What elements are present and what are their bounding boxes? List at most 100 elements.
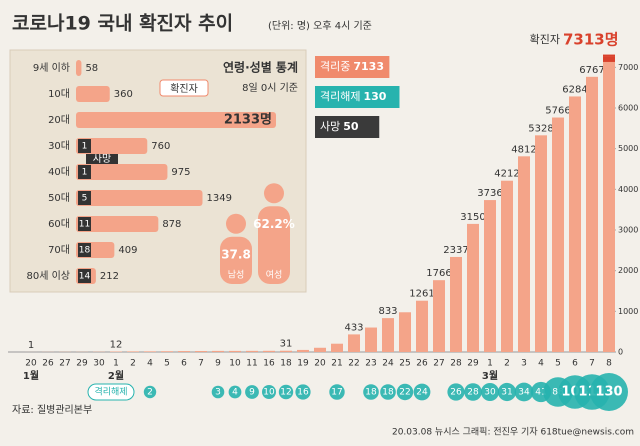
figure-body xyxy=(258,206,290,284)
age-bar xyxy=(76,164,168,180)
death-label: 5 xyxy=(82,194,88,204)
figure-head xyxy=(264,183,284,204)
bar xyxy=(331,343,343,352)
death-box xyxy=(78,269,91,283)
age-label: 9세 이하 xyxy=(33,61,70,74)
age-value: 760 xyxy=(151,141,170,152)
value-label: 1261 xyxy=(409,289,434,300)
released-pill xyxy=(87,383,135,401)
y-tick-label: 3000 xyxy=(618,226,638,235)
released-circle xyxy=(481,383,499,401)
x-tick-label: 28 xyxy=(450,359,462,369)
x-tick-label: 26 xyxy=(416,359,428,369)
y-tick-label: 7000 xyxy=(618,63,638,72)
death-label: 18 xyxy=(79,246,91,256)
value-label: 6284 xyxy=(562,84,587,95)
released-circle xyxy=(363,384,379,400)
age-bar xyxy=(76,216,159,232)
bar xyxy=(229,350,241,352)
annotation-label: 확진자 xyxy=(530,33,560,46)
callout-confirmed: 확진자 xyxy=(170,83,198,95)
released-label: 130 xyxy=(595,385,622,400)
released-label: 4 xyxy=(232,388,238,398)
x-tick-label: 7 xyxy=(198,359,204,369)
released-circle xyxy=(211,385,225,399)
x-tick-label: 9 xyxy=(215,359,221,369)
bar xyxy=(484,200,496,352)
value-label: 12 xyxy=(110,340,123,351)
figure-label: 여성 xyxy=(266,269,283,281)
x-tick-label: 1 xyxy=(113,359,119,369)
death-label: 1 xyxy=(82,168,88,178)
death-box xyxy=(78,139,91,153)
x-tick-label: 2 xyxy=(504,359,510,369)
released-circle xyxy=(228,385,242,399)
death-box xyxy=(78,217,91,231)
value-label: 1 xyxy=(28,340,34,351)
death-box xyxy=(78,165,91,179)
age-value: 878 xyxy=(162,219,181,230)
bar xyxy=(535,135,547,352)
y-tick-label: 2000 xyxy=(618,266,638,275)
released-label: 2 xyxy=(147,388,153,398)
figure-value: 37.8 xyxy=(221,247,251,261)
bar xyxy=(552,117,564,353)
annotation-value: 7313명 xyxy=(563,31,619,49)
x-tick-label: 19 xyxy=(297,359,309,369)
bar xyxy=(501,180,513,352)
bar xyxy=(450,256,462,352)
x-tick-label: 30 xyxy=(93,359,105,369)
released-circle xyxy=(514,382,534,402)
x-tick-label: 18 xyxy=(280,359,292,369)
x-tick-label: 4 xyxy=(147,359,153,369)
released-circle xyxy=(295,384,311,400)
bar xyxy=(399,312,411,352)
age-value: 2133명 xyxy=(224,112,272,128)
status-box xyxy=(315,56,390,78)
released-label: 41 xyxy=(535,388,546,398)
value-label: 31 xyxy=(280,339,293,350)
released-circle xyxy=(447,383,465,401)
bar xyxy=(297,349,309,352)
status-value: 130 xyxy=(363,90,386,103)
value-label: 4212 xyxy=(494,169,519,180)
value-label: 3736 xyxy=(477,188,502,199)
bar xyxy=(195,351,207,352)
figure-label: 남성 xyxy=(228,270,245,281)
status-segment xyxy=(603,54,615,57)
x-tick-label: 5 xyxy=(164,359,170,369)
released-circle xyxy=(143,385,157,399)
age-value: 360 xyxy=(114,89,133,100)
x-tick-label: 10 xyxy=(229,359,241,369)
value-label: 833 xyxy=(378,306,397,317)
released-label: 17 xyxy=(331,388,342,398)
bar xyxy=(365,327,377,352)
released-label: 24 xyxy=(416,388,428,398)
released-label: 9 xyxy=(249,388,255,398)
month-label: 2월 xyxy=(108,370,124,382)
released-label: 22 xyxy=(399,388,410,398)
bar xyxy=(586,76,598,353)
x-tick-label: 1 xyxy=(487,359,493,369)
x-tick-label: 4 xyxy=(538,359,544,369)
x-tick-label: 27 xyxy=(59,359,70,369)
age-label: 10대 xyxy=(48,88,70,100)
value-label: 5328 xyxy=(528,123,553,134)
value-label: 3150 xyxy=(460,212,485,223)
bar xyxy=(314,347,326,352)
age-bar xyxy=(76,112,276,128)
bar xyxy=(416,300,428,352)
status-name: 사망 xyxy=(320,120,340,133)
x-tick-label: 20 xyxy=(25,359,37,369)
value-label: 1766 xyxy=(426,268,451,279)
bar xyxy=(127,351,139,352)
age-label: 40대 xyxy=(48,166,70,178)
value-label: 2337 xyxy=(443,245,468,256)
source: 자료: 질병관리본부 xyxy=(12,404,92,416)
released-label: 18 xyxy=(382,388,394,398)
age-label: 70대 xyxy=(48,244,70,256)
status-name: 격리해제 xyxy=(320,89,360,103)
age-label: 60대 xyxy=(48,218,70,230)
released-label: 31 xyxy=(501,388,512,398)
released-label: 18 xyxy=(365,388,377,398)
